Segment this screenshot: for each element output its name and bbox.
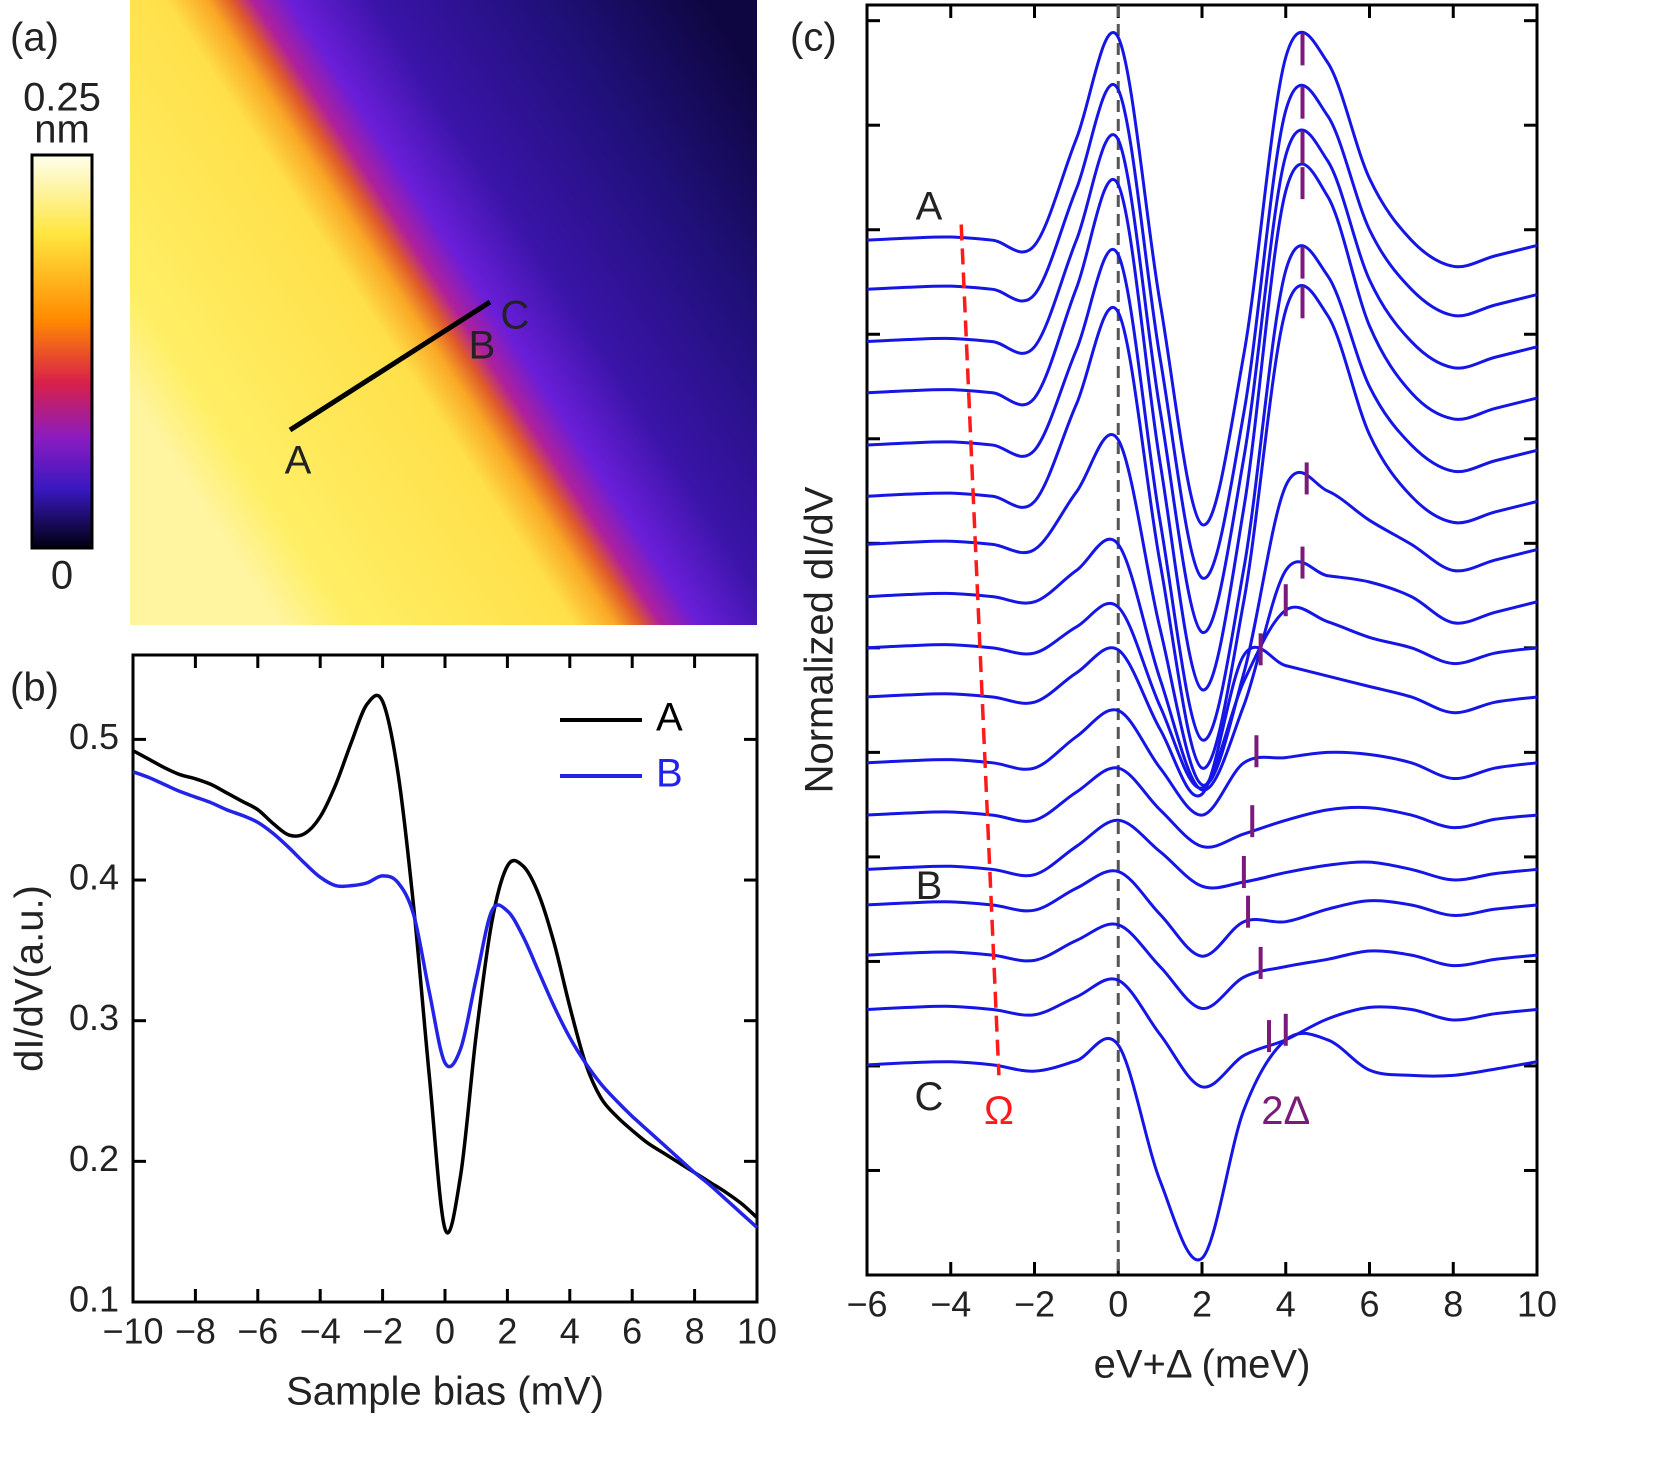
- x-axis-label: Sample bias (mV): [286, 1370, 604, 1414]
- data-line: [132, 693, 759, 1235]
- spectrum-curve: [866, 128, 1538, 634]
- colorbar-tick-label: 0.25: [23, 76, 101, 120]
- x-tick-label: −6: [237, 1311, 278, 1352]
- spectrum-curve: [866, 708, 1538, 817]
- omega-line: [959, 224, 1001, 1076]
- colorbar: [30, 153, 94, 550]
- y-tick-label: 0.1: [69, 1279, 119, 1320]
- x-tick-label: −4: [930, 1284, 971, 1325]
- data-line: [132, 770, 759, 1229]
- curve-label: A: [916, 184, 943, 228]
- spectrum-curve: [866, 162, 1538, 692]
- y-tick-label: 0.3: [69, 997, 119, 1038]
- x-tick-label: 0: [1108, 1284, 1128, 1325]
- x-tick-label: 6: [1359, 1284, 1379, 1325]
- x-tick-label: 10: [737, 1311, 777, 1352]
- legend-label: A: [656, 696, 683, 740]
- spectrum-curve: [866, 766, 1538, 849]
- topography-image: [130, 0, 757, 625]
- spectrum-curve: [866, 30, 1538, 527]
- x-tick-label: 2: [497, 1311, 517, 1352]
- spectrum-curve: [866, 244, 1538, 742]
- spectrum-curve: [866, 601, 1538, 790]
- x-tick-label: −8: [175, 1311, 216, 1352]
- x-tick-label: 6: [622, 1311, 642, 1352]
- gap-label: 2Δ: [1261, 1089, 1310, 1133]
- point-label: B: [469, 324, 496, 368]
- spectrum-curve: [866, 818, 1538, 890]
- curve-label: C: [915, 1075, 944, 1119]
- spectrum-curve: [866, 645, 1538, 798]
- spectrum-curve: [866, 1031, 1538, 1262]
- spectrum-curve: [866, 922, 1538, 1010]
- x-tick-label: −2: [1014, 1284, 1055, 1325]
- y-axis-label: Normalized dI/dV: [798, 486, 842, 793]
- curve-label: B: [916, 864, 943, 908]
- omega-label: Ω: [984, 1089, 1014, 1133]
- colorbar-tick-label: 0: [51, 554, 73, 598]
- x-axis-label: eV+Δ (meV): [1094, 1343, 1311, 1387]
- spectrum-curve: [866, 977, 1538, 1089]
- point-label: A: [285, 439, 312, 483]
- x-tick-label: −10: [102, 1311, 163, 1352]
- y-tick-label: 0.4: [69, 857, 119, 898]
- spectrum-curve: [866, 284, 1538, 770]
- linecut: [288, 299, 492, 433]
- x-tick-label: −2: [362, 1311, 403, 1352]
- x-tick-label: 2: [1192, 1284, 1212, 1325]
- legend-label: B: [656, 752, 683, 796]
- panel-label: (a): [10, 16, 59, 60]
- x-tick-label: 4: [1276, 1284, 1296, 1325]
- x-tick-label: 8: [685, 1311, 705, 1352]
- point-label: C: [501, 294, 530, 338]
- panel-label: (c): [790, 16, 837, 60]
- x-tick-label: 4: [560, 1311, 580, 1352]
- plot-frame: [865, 3, 1539, 1277]
- spectrum-curve: [866, 869, 1538, 958]
- panel-a: (a) nm A B C: [10, 0, 757, 625]
- x-tick-label: −6: [846, 1284, 887, 1325]
- colorbar-unit: nm: [34, 108, 90, 152]
- x-tick-label: 0: [435, 1311, 455, 1352]
- spectrum-curve: [866, 83, 1538, 580]
- panel-label: (b): [10, 666, 59, 710]
- spectrum-curve: [866, 433, 1538, 787]
- x-tick-label: 10: [1517, 1284, 1557, 1325]
- spectrum-curve: [866, 537, 1538, 792]
- x-tick-label: −4: [300, 1311, 341, 1352]
- y-tick-label: 0.2: [69, 1138, 119, 1179]
- x-tick-label: 8: [1443, 1284, 1463, 1325]
- y-tick-label: 0.5: [69, 716, 119, 757]
- y-axis-label: dI/dV(a.u.): [8, 885, 52, 1072]
